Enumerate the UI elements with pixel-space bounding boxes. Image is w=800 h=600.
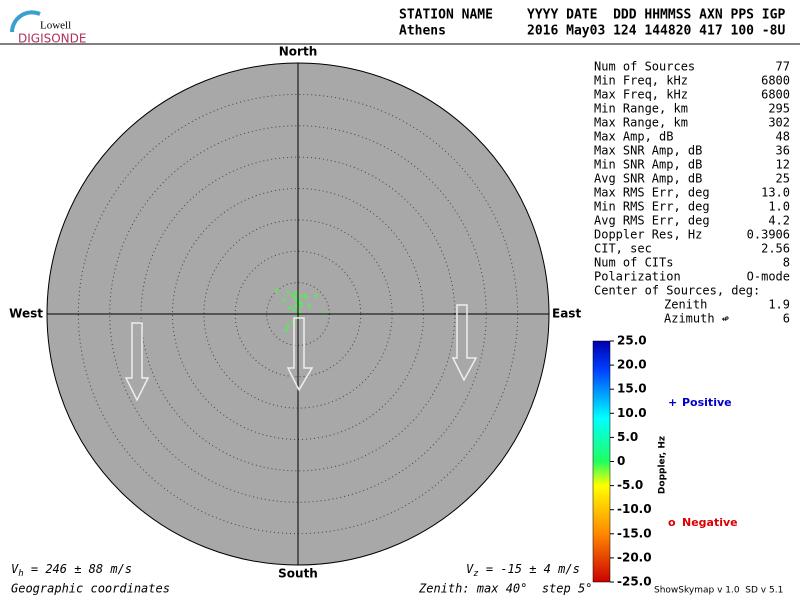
colorbar-tick-label: -10.0 <box>617 502 652 516</box>
stat-label: Max Amp, dB <box>594 130 673 144</box>
stat-label: Zenith <box>664 298 707 312</box>
stat-value: 36 <box>776 144 790 158</box>
station: Athens <box>399 24 446 39</box>
stat-label: Avg SNR Amp, dB <box>594 172 702 186</box>
stat-value: 48 <box>776 130 790 144</box>
stat-value: 13.0 <box>761 186 790 200</box>
dir-east: East <box>552 307 581 321</box>
stat-label: Num of Sources <box>594 60 695 74</box>
date-label: YYYY DATE DDD HHMMSS AXN PPS IGP <box>527 8 785 23</box>
footer-coords: Geographic coordinates <box>11 582 170 596</box>
stat-value: 2.56 <box>761 242 790 256</box>
stat-value: 6800 <box>761 74 790 88</box>
colorbar-tick-label: 20.0 <box>617 358 647 372</box>
stat-label: Doppler Res, Hz <box>594 228 702 242</box>
colorbar-tick-label: 10.0 <box>617 406 647 420</box>
footer-version: ShowSkymap v 1.0 SD v 5.1 <box>654 586 783 596</box>
stat-value: 8 <box>783 256 790 270</box>
stat-value: 1.0 <box>768 200 790 214</box>
stat-label: Num of CITs <box>594 256 673 270</box>
stat-label: Center of Sources, deg: <box>594 284 760 298</box>
legend-label: Positive <box>682 396 732 409</box>
colorbar-tick-label: 25.0 <box>617 334 647 348</box>
footer-zenith: Zenith: max 40° step 5° <box>418 582 592 596</box>
stat-label: CIT, sec <box>594 242 652 256</box>
stat-value: 0.3906 <box>747 228 790 242</box>
vh-text: = 246 ± 88 m/s <box>24 562 132 576</box>
logo-bottom: DIGISONDE <box>18 32 86 46</box>
stat-label: Azimuth ↫ <box>664 312 729 326</box>
colorbar-tick-label: -20.0 <box>617 550 652 564</box>
stat-label: Min RMS Err, deg <box>594 200 710 214</box>
stat-label: Max Range, km <box>594 116 688 130</box>
stat-label: Max Freq, kHz <box>594 88 688 102</box>
stat-label: Max SNR Amp, dB <box>594 144 702 158</box>
dir-west: West <box>9 307 43 321</box>
stat-value: 6800 <box>761 88 790 102</box>
legend-symbol: o <box>668 516 676 529</box>
colorbar-tick-label: -5.0 <box>617 478 643 492</box>
logo-top: Lowell <box>40 20 71 32</box>
colorbar-tick-label: 0 <box>617 454 625 468</box>
legend-label: Negative <box>682 516 738 529</box>
colorbar-tick-label: 5.0 <box>617 430 638 444</box>
stat-value: 4.2 <box>768 214 790 228</box>
stats-table: Num of Sources 77 Min Freq, kHz 6800 Max Fre… <box>594 60 790 326</box>
dir-south: South <box>278 567 318 581</box>
colorbar-label: Doppler, Hz <box>658 436 668 494</box>
vz: Vz = -15 ± 4 m/s <box>466 562 580 579</box>
stat-label: Min Range, km <box>594 102 688 116</box>
stat-value: O-mode <box>747 270 790 284</box>
colorbar-tick-label: -15.0 <box>617 526 652 540</box>
colorbar-tick-label: 15.0 <box>617 382 647 396</box>
legend: + Positive o Negative <box>668 396 738 529</box>
colorbar-tick-label: -25.0 <box>617 575 652 589</box>
stat-value: 295 <box>768 102 790 116</box>
stat-value: 12 <box>776 158 790 172</box>
stat-value: 77 <box>776 60 790 74</box>
stat-label: Polarization <box>594 270 681 284</box>
colorbar <box>593 341 610 582</box>
legend-symbol: + <box>668 396 677 409</box>
dir-north: North <box>279 45 317 59</box>
vz-text: = -15 ± 4 m/s <box>479 562 580 576</box>
stat-value: 302 <box>768 116 790 130</box>
date: 2016 May03 124 144820 417 100 -8U <box>527 24 785 39</box>
station-label: STATION NAME <box>399 8 493 23</box>
stat-label: Max RMS Err, deg <box>594 186 710 200</box>
logo-arc <box>12 12 40 32</box>
colorbar-ticks: 25.0 20.0 15.0 10.0 5.0 0 -5.0 -10.0 -15.0 -20.0 -… <box>610 334 652 589</box>
stat-label: Avg RMS Err, deg <box>594 214 710 228</box>
stat-value: 6 <box>783 312 790 326</box>
stat-label: Min Freq, kHz <box>594 74 688 88</box>
stat-label: Min SNR Amp, dB <box>594 158 702 172</box>
vh: Vh = 246 ± 88 m/s <box>11 562 132 579</box>
stat-value: 25 <box>776 172 790 186</box>
stat-value: 1.9 <box>768 298 790 312</box>
